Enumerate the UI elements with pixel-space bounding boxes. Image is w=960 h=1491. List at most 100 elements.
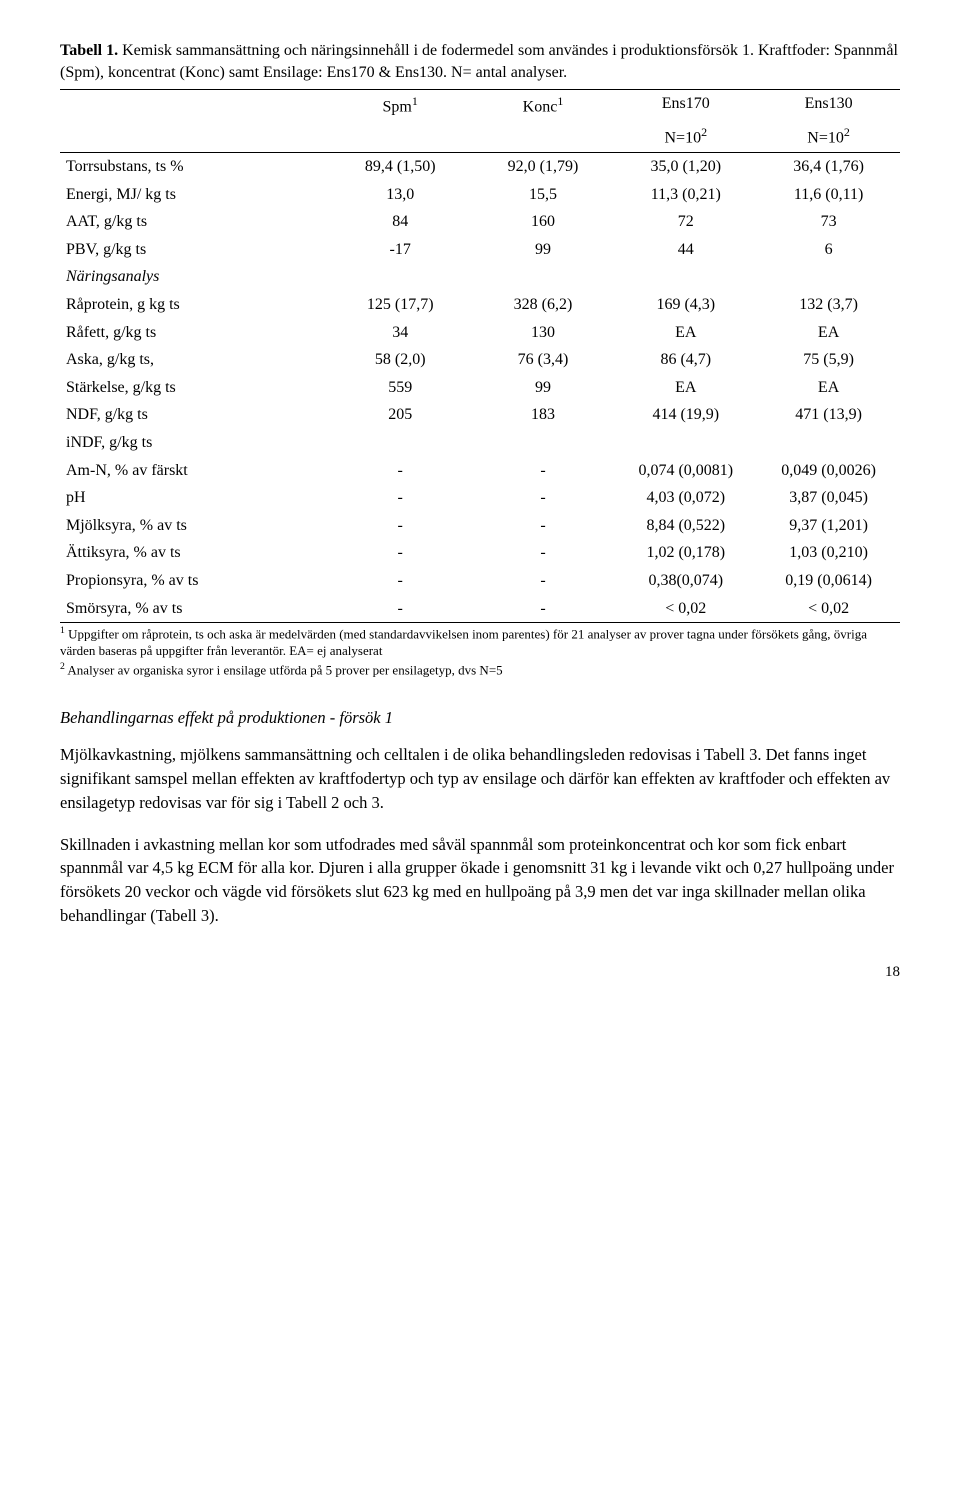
table-row: NDF, g/kg ts205183414 (19,9)471 (13,9) xyxy=(60,401,900,429)
cell: 0,074 (0,0081) xyxy=(614,457,757,485)
cell: - xyxy=(472,484,615,512)
col-spm: Spm1 xyxy=(329,90,472,121)
cell: 132 (3,7) xyxy=(757,291,900,319)
table-row: Am-N, % av färskt--0,074 (0,0081)0,049 (… xyxy=(60,457,900,485)
cell xyxy=(472,429,615,457)
cell: - xyxy=(329,539,472,567)
paragraph-2: Skillnaden i avkastning mellan kor som u… xyxy=(60,833,900,929)
col-ens170: Ens170 xyxy=(614,90,757,121)
sub-ens130: N=102 xyxy=(757,121,900,152)
row-label: Ättiksyra, % av ts xyxy=(60,539,329,567)
cell: - xyxy=(329,457,472,485)
cell: 15,5 xyxy=(472,181,615,209)
section-heading: Behandlingarnas effekt på produktionen -… xyxy=(60,707,900,729)
cell: 35,0 (1,20) xyxy=(614,153,757,181)
row-label: Råfett, g/kg ts xyxy=(60,319,329,347)
row-label: Energi, MJ/ kg ts xyxy=(60,181,329,209)
cell: 183 xyxy=(472,401,615,429)
table-row: Propionsyra, % av ts--0,38(0,074)0,19 (0… xyxy=(60,567,900,595)
cell: EA xyxy=(757,374,900,402)
cell xyxy=(614,429,757,457)
table-row: pH--4,03 (0,072)3,87 (0,045) xyxy=(60,484,900,512)
cell: 92,0 (1,79) xyxy=(472,153,615,181)
row-label: Am-N, % av färskt xyxy=(60,457,329,485)
table-row: PBV, g/kg ts-1799446 xyxy=(60,236,900,264)
cell: 328 (6,2) xyxy=(472,291,615,319)
row-label: PBV, g/kg ts xyxy=(60,236,329,264)
cell: 44 xyxy=(614,236,757,264)
composition-table: Spm1 Konc1 Ens170 Ens130 N=102 N=102 Tor… xyxy=(60,89,900,623)
table-row: Smörsyra, % av ts--< 0,02< 0,02 xyxy=(60,595,900,623)
cell: - xyxy=(329,512,472,540)
footnote-1: 1 Uppgifter om råprotein, ts och aska är… xyxy=(60,625,900,659)
cell: - xyxy=(472,595,615,623)
cell: 86 (4,7) xyxy=(614,346,757,374)
paragraph-1: Mjölkavkastning, mjölkens sammansättning… xyxy=(60,743,900,815)
cell: -17 xyxy=(329,236,472,264)
cell: 1,03 (0,210) xyxy=(757,539,900,567)
caption-text: Kemisk sammansättning och näringsinnehål… xyxy=(60,42,898,81)
cell: 3,87 (0,045) xyxy=(757,484,900,512)
cell: 11,3 (0,21) xyxy=(614,181,757,209)
cell xyxy=(472,263,615,291)
row-label: AAT, g/kg ts xyxy=(60,208,329,236)
cell: 130 xyxy=(472,319,615,347)
cell: 76 (3,4) xyxy=(472,346,615,374)
cell: 89,4 (1,50) xyxy=(329,153,472,181)
row-label: Mjölksyra, % av ts xyxy=(60,512,329,540)
cell: EA xyxy=(614,319,757,347)
row-label: Stärkelse, g/kg ts xyxy=(60,374,329,402)
cell xyxy=(614,263,757,291)
cell: 13,0 xyxy=(329,181,472,209)
cell: 9,37 (1,201) xyxy=(757,512,900,540)
cell: 1,02 (0,178) xyxy=(614,539,757,567)
cell: 99 xyxy=(472,374,615,402)
cell: 99 xyxy=(472,236,615,264)
cell: - xyxy=(472,539,615,567)
cell: 11,6 (0,11) xyxy=(757,181,900,209)
cell: 75 (5,9) xyxy=(757,346,900,374)
cell: 160 xyxy=(472,208,615,236)
cell xyxy=(329,263,472,291)
cell: 169 (4,3) xyxy=(614,291,757,319)
row-label: Råprotein, g kg ts xyxy=(60,291,329,319)
cell: 205 xyxy=(329,401,472,429)
table-subheader-row: N=102 N=102 xyxy=(60,121,900,152)
row-label: iNDF, g/kg ts xyxy=(60,429,329,457)
row-label: Aska, g/kg ts, xyxy=(60,346,329,374)
cell: 0,049 (0,0026) xyxy=(757,457,900,485)
table-row: Råprotein, g kg ts125 (17,7)328 (6,2)169… xyxy=(60,291,900,319)
cell: - xyxy=(329,484,472,512)
table-row: Energi, MJ/ kg ts13,015,511,3 (0,21)11,6… xyxy=(60,181,900,209)
footnote-2: 2 Analyser av organiska syror i ensilage… xyxy=(60,661,900,679)
cell: 8,84 (0,522) xyxy=(614,512,757,540)
cell: 125 (17,7) xyxy=(329,291,472,319)
table-row: Råfett, g/kg ts34130EAEA xyxy=(60,319,900,347)
col-konc: Konc1 xyxy=(472,90,615,121)
cell: < 0,02 xyxy=(757,595,900,623)
cell: 36,4 (1,76) xyxy=(757,153,900,181)
table-row: Näringsanalys xyxy=(60,263,900,291)
cell: 414 (19,9) xyxy=(614,401,757,429)
row-label: pH xyxy=(60,484,329,512)
table-row: iNDF, g/kg ts xyxy=(60,429,900,457)
cell xyxy=(757,429,900,457)
table-row: Torrsubstans, ts %89,4 (1,50)92,0 (1,79)… xyxy=(60,153,900,181)
cell: - xyxy=(472,457,615,485)
table-row: Aska, g/kg ts,58 (2,0)76 (3,4)86 (4,7)75… xyxy=(60,346,900,374)
page-number: 18 xyxy=(60,962,900,982)
table-row: Mjölksyra, % av ts--8,84 (0,522)9,37 (1,… xyxy=(60,512,900,540)
row-label: Propionsyra, % av ts xyxy=(60,567,329,595)
row-label: NDF, g/kg ts xyxy=(60,401,329,429)
cell: 84 xyxy=(329,208,472,236)
cell: 6 xyxy=(757,236,900,264)
table-row: Stärkelse, g/kg ts55999EAEA xyxy=(60,374,900,402)
cell: - xyxy=(472,567,615,595)
cell: - xyxy=(329,595,472,623)
cell: - xyxy=(472,512,615,540)
col-ens130: Ens130 xyxy=(757,90,900,121)
cell: 72 xyxy=(614,208,757,236)
cell: EA xyxy=(757,319,900,347)
row-label: Smörsyra, % av ts xyxy=(60,595,329,623)
row-label: Näringsanalys xyxy=(60,263,329,291)
